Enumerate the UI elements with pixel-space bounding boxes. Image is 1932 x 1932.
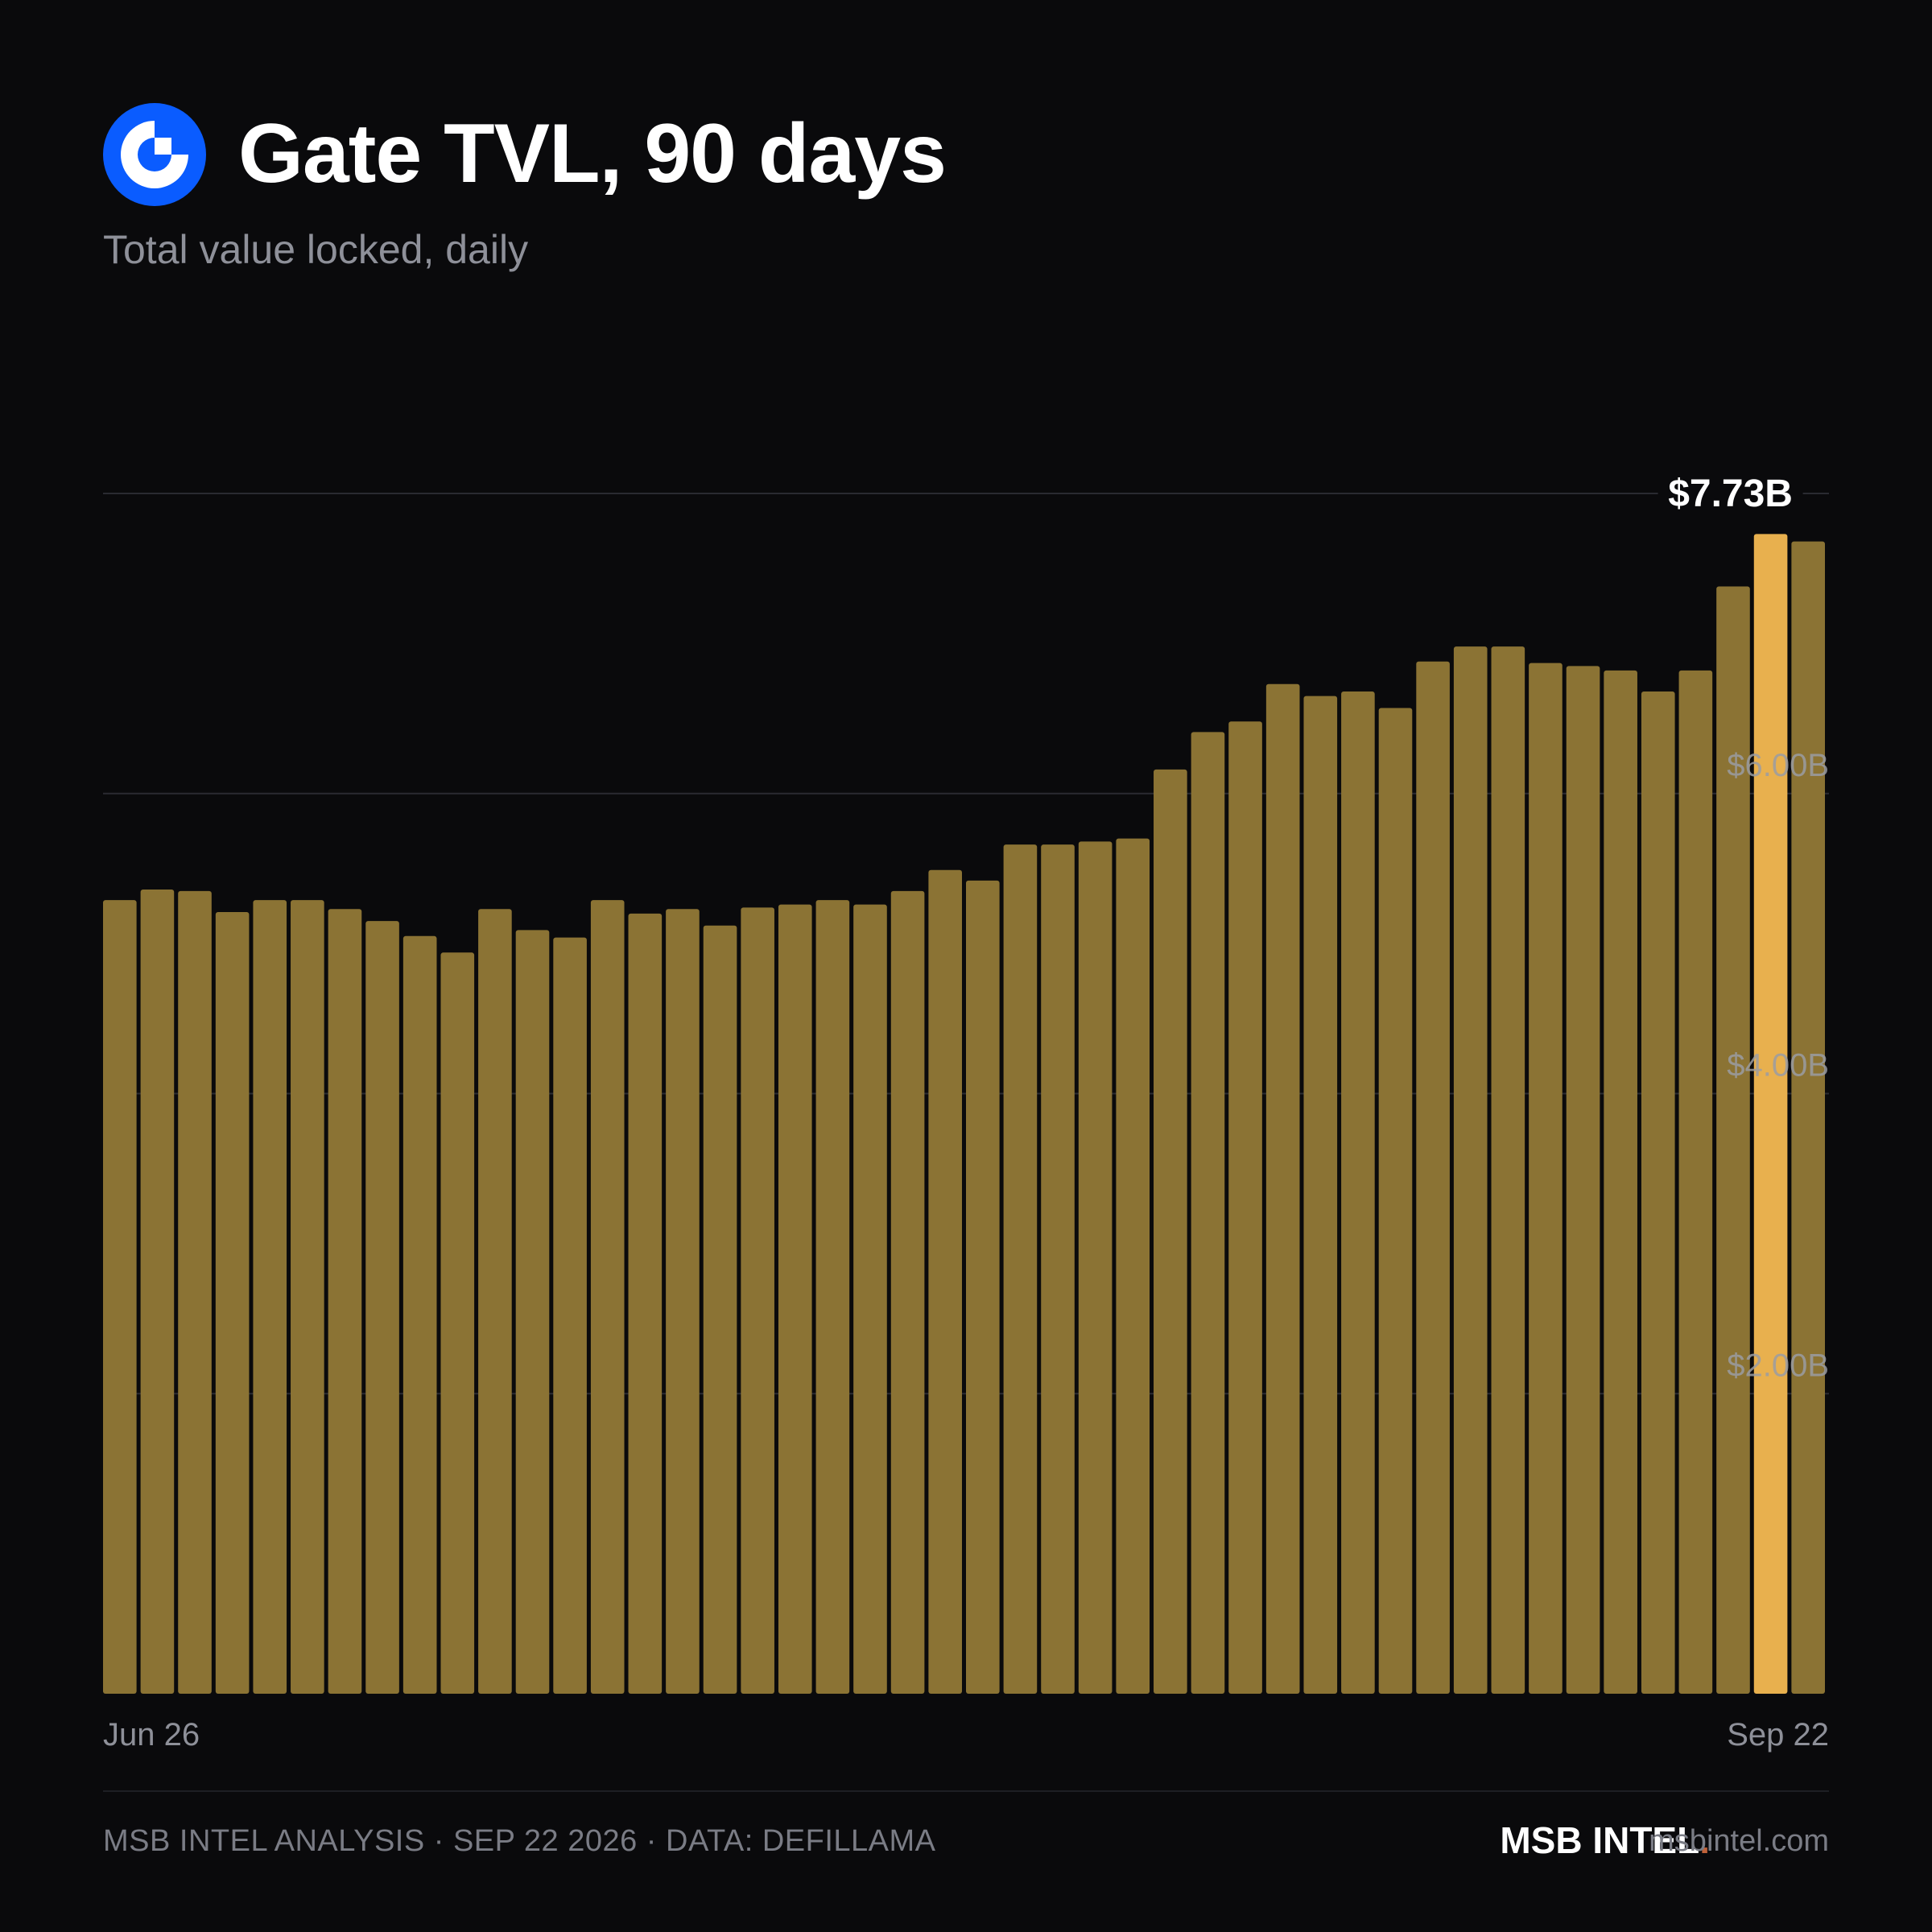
bar <box>365 921 399 1694</box>
bar <box>1078 841 1113 1694</box>
gate-logo-icon <box>103 103 206 206</box>
bar-highlight <box>1753 534 1788 1694</box>
y-tick-label: $4.00B <box>1727 1048 1829 1084</box>
bar <box>778 904 812 1694</box>
bar <box>966 880 1000 1694</box>
brand-dot: . <box>1699 1819 1710 1861</box>
bar <box>815 900 850 1694</box>
bar <box>741 907 774 1694</box>
bar <box>666 909 700 1694</box>
chart-subtitle: Total value locked, daily <box>103 227 529 272</box>
bar <box>890 890 925 1694</box>
brand-name: MSB INTEL <box>1500 1819 1700 1861</box>
bar <box>1678 670 1713 1695</box>
y-tick-label: $2.00B <box>1727 1348 1829 1383</box>
bar <box>1265 683 1300 1695</box>
chart-title: Gate TVL, 90 days <box>238 107 947 200</box>
highlight-label-bg <box>1657 466 1803 521</box>
bar <box>553 937 587 1694</box>
bar <box>402 935 437 1694</box>
bar <box>215 911 250 1694</box>
bar <box>1041 844 1075 1694</box>
bar <box>1416 661 1450 1694</box>
bar <box>1228 721 1262 1694</box>
bar <box>1491 646 1525 1694</box>
bar <box>590 900 625 1694</box>
bar <box>291 900 324 1694</box>
brand-logo-text: MSB INTEL. <box>1500 1818 1710 1863</box>
bar <box>478 909 512 1694</box>
bar <box>178 890 212 1694</box>
bar <box>1641 691 1675 1694</box>
bar <box>1716 586 1750 1694</box>
gate-logo-graphic <box>103 103 206 206</box>
footer-divider <box>103 1790 1829 1792</box>
bar <box>1566 666 1600 1694</box>
bar <box>1191 732 1225 1694</box>
bar <box>628 913 663 1694</box>
bar <box>928 869 962 1694</box>
bar <box>853 904 887 1694</box>
site-url: msbintel.com <box>1649 1824 1829 1858</box>
bar <box>1529 663 1563 1694</box>
bar <box>1003 844 1038 1694</box>
bar <box>1453 646 1488 1694</box>
bar <box>1303 696 1338 1694</box>
bar <box>515 930 550 1694</box>
y-tick-label: $6.00B <box>1727 748 1829 783</box>
bar <box>440 952 475 1694</box>
bar <box>253 900 287 1694</box>
x-axis-end-label: Sep 22 <box>1727 1717 1829 1752</box>
bar <box>1378 708 1413 1694</box>
bar <box>103 900 137 1694</box>
bar <box>1341 691 1375 1694</box>
footer-source-note: MSB INTEL ANALYSIS · SEP 22 2026 · DATA:… <box>103 1824 936 1858</box>
bar <box>1154 769 1187 1695</box>
bar <box>703 925 737 1694</box>
bar <box>1604 670 1637 1695</box>
x-axis-start-label: Jun 26 <box>103 1717 200 1752</box>
bar <box>328 909 362 1694</box>
bar <box>1116 838 1150 1694</box>
highlight-value-label: $7.73B <box>1668 473 1793 515</box>
bar <box>140 890 175 1694</box>
bar <box>1791 541 1825 1694</box>
